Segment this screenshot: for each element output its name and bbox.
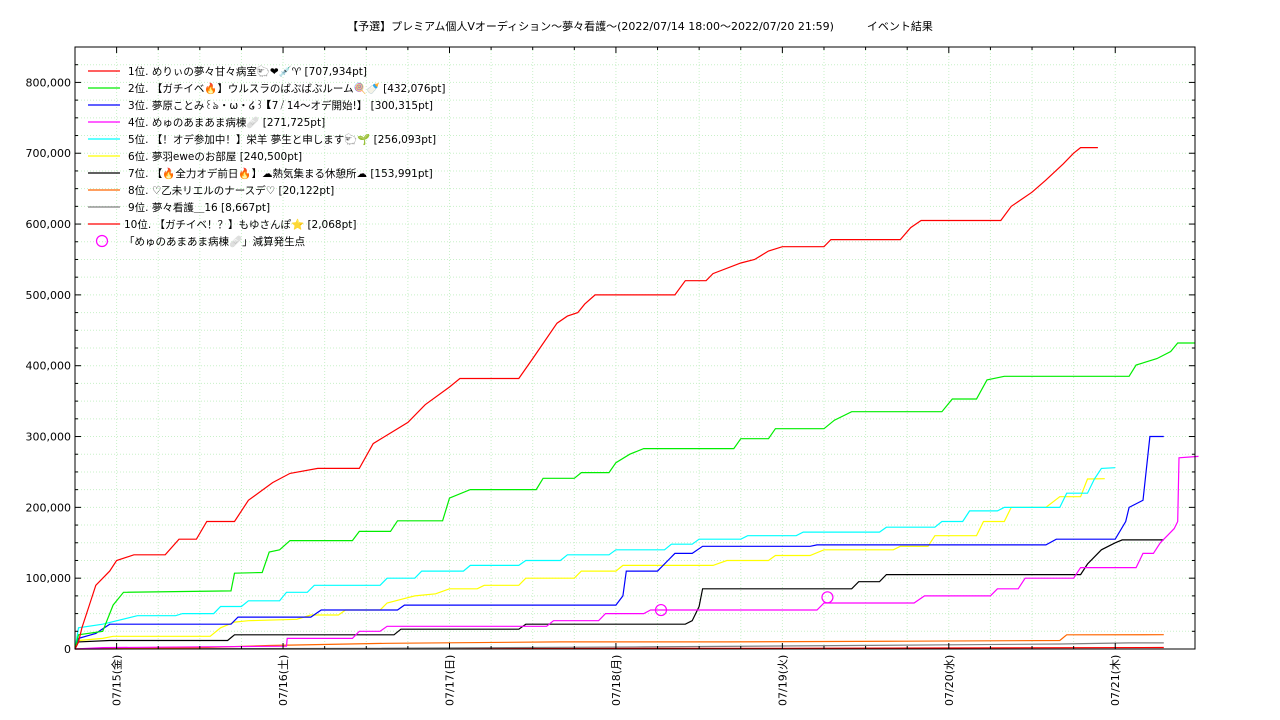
x-tick-label: 07/16(土) bbox=[277, 655, 290, 706]
series-line bbox=[74, 539, 1164, 650]
x-tick-label: 07/21(木) bbox=[1109, 655, 1122, 706]
y-tick-label: 800,000 bbox=[26, 76, 72, 89]
series-line bbox=[74, 435, 1164, 650]
series-line bbox=[74, 467, 1116, 650]
y-tick-label: 600,000 bbox=[26, 218, 72, 231]
legend-label: 5位. 【！オデ参加中！】栄羊 夢生と申します🐑🌱 [256,093pt] bbox=[128, 133, 436, 146]
chart-title: 【予選】プレミアム個人Vオーディション〜夢々看護～(2022/07/14 18:… bbox=[347, 20, 933, 33]
legend-label: 3位. 夢原ことみ꒰ঌ・ω・໒꒱【7／14〜オデ開始!】 [300,315pt] bbox=[128, 99, 433, 112]
legend-label: 9位. 夢々看護＿16 [8,667pt] bbox=[128, 201, 270, 214]
legend-label: 8位. ♡乙未リエルのナースデ♡ [20,122pt] bbox=[128, 184, 334, 197]
y-tick-label: 400,000 bbox=[26, 360, 72, 373]
legend-label: 10位. 【ガチイベ！？】もゆさんぽ⭐ [2,068pt] bbox=[124, 218, 356, 231]
decrement-marker bbox=[654, 603, 668, 617]
legend-label: 7位. 【🔥全力オデ前日🔥】☁熱気集まる休憩所☁ [153,991pt] bbox=[128, 167, 433, 180]
legend-label: 6位. 夢羽eweのお部屋 [240,500pt] bbox=[128, 150, 302, 163]
y-tick-label: 300,000 bbox=[26, 431, 72, 444]
x-tick-label: 07/15(金) bbox=[110, 655, 124, 706]
x-tick-label: 07/17(日) bbox=[443, 655, 456, 706]
legend-marker-swatch bbox=[95, 234, 109, 248]
legend-label: 1位. めりぃの夢々甘々病室🐑❤💉♈ [707,934pt] bbox=[128, 65, 367, 78]
y-tick-label: 700,000 bbox=[26, 147, 72, 160]
series-line bbox=[74, 342, 1195, 650]
x-tick-label: 07/18(月) bbox=[610, 655, 623, 706]
legend-marker-label: 「めゅのあまあま病棟🩹」減算発生点 bbox=[124, 235, 305, 248]
y-tick-label: 100,000 bbox=[26, 572, 72, 585]
y-tick-label: 500,000 bbox=[26, 289, 72, 302]
series-line bbox=[74, 147, 1098, 650]
legend: 1位. めりぃの夢々甘々病室🐑❤💉♈ [707,934pt] 2位. 【ガチイベ🔥… bbox=[88, 65, 446, 248]
y-tick-label: 0 bbox=[64, 643, 71, 656]
decrement-marker bbox=[821, 591, 834, 604]
x-tick-label: 07/20(水) bbox=[943, 655, 956, 706]
legend-label: 2位. 【ガチイベ🔥】ウルスラのばぶばぶルーム🍭🍼 [432,076pt] bbox=[128, 81, 446, 95]
grid bbox=[75, 46, 1195, 649]
y-tick-label: 200,000 bbox=[26, 501, 72, 514]
series-line bbox=[74, 455, 1199, 650]
x-tick-label: 07/19(火) bbox=[776, 655, 789, 706]
legend-label: 4位. めゅのあまあま病棟🩹 [271,725pt] bbox=[128, 116, 325, 129]
series-line bbox=[74, 478, 1105, 650]
